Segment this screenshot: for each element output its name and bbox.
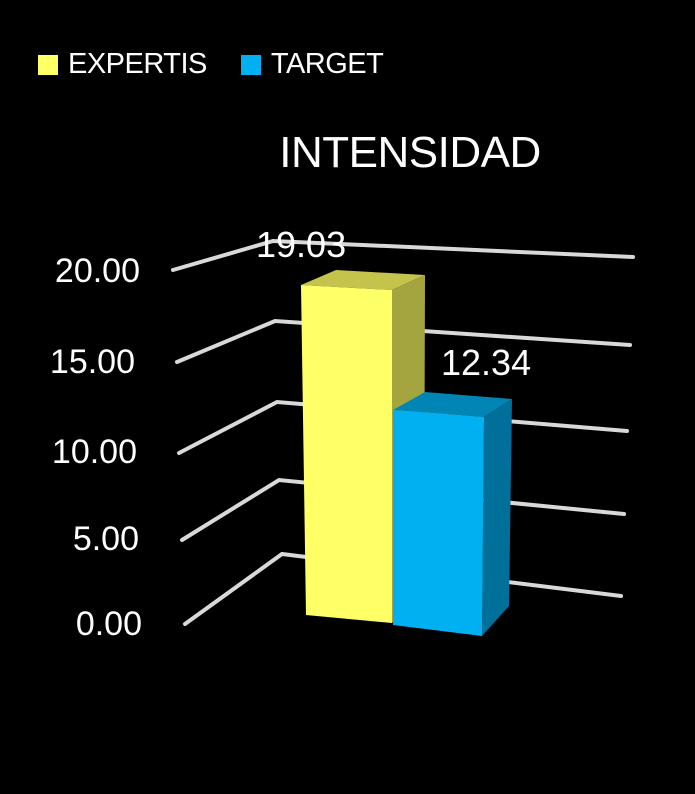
legend-label-target: TARGET xyxy=(270,48,384,80)
y-tick-5: 5.00 xyxy=(72,520,139,558)
legend-item-expertis[interactable]: EXPERTIS xyxy=(38,48,207,81)
y-tick-20: 20.00 xyxy=(54,252,140,290)
data-label-expertis: 19.03 xyxy=(256,224,347,265)
y-tick-10: 10.00 xyxy=(51,433,137,471)
bar-expertis-front xyxy=(301,285,392,623)
chart-legend: EXPERTIS TARGET xyxy=(38,48,417,81)
gridline-15 xyxy=(175,318,632,364)
y-tick-0: 0.00 xyxy=(75,605,142,643)
bar-target-top xyxy=(393,392,512,417)
chart-title: INTENSIDAD xyxy=(279,128,541,177)
y-tick-15: 15.00 xyxy=(49,343,135,381)
legend-swatch-expertis-icon xyxy=(38,54,58,75)
gridline-20 xyxy=(171,238,635,272)
legend-label-expertis: EXPERTIS xyxy=(68,48,207,80)
bar-target[interactable] xyxy=(393,392,512,636)
legend-swatch-target-icon xyxy=(240,54,261,75)
legend-item-target[interactable]: TARGET xyxy=(240,48,384,81)
bar-expertis-top xyxy=(301,270,425,290)
bar-target-front xyxy=(393,410,484,636)
bar-target-side xyxy=(482,399,512,636)
data-label-target: 12.34 xyxy=(441,342,532,383)
